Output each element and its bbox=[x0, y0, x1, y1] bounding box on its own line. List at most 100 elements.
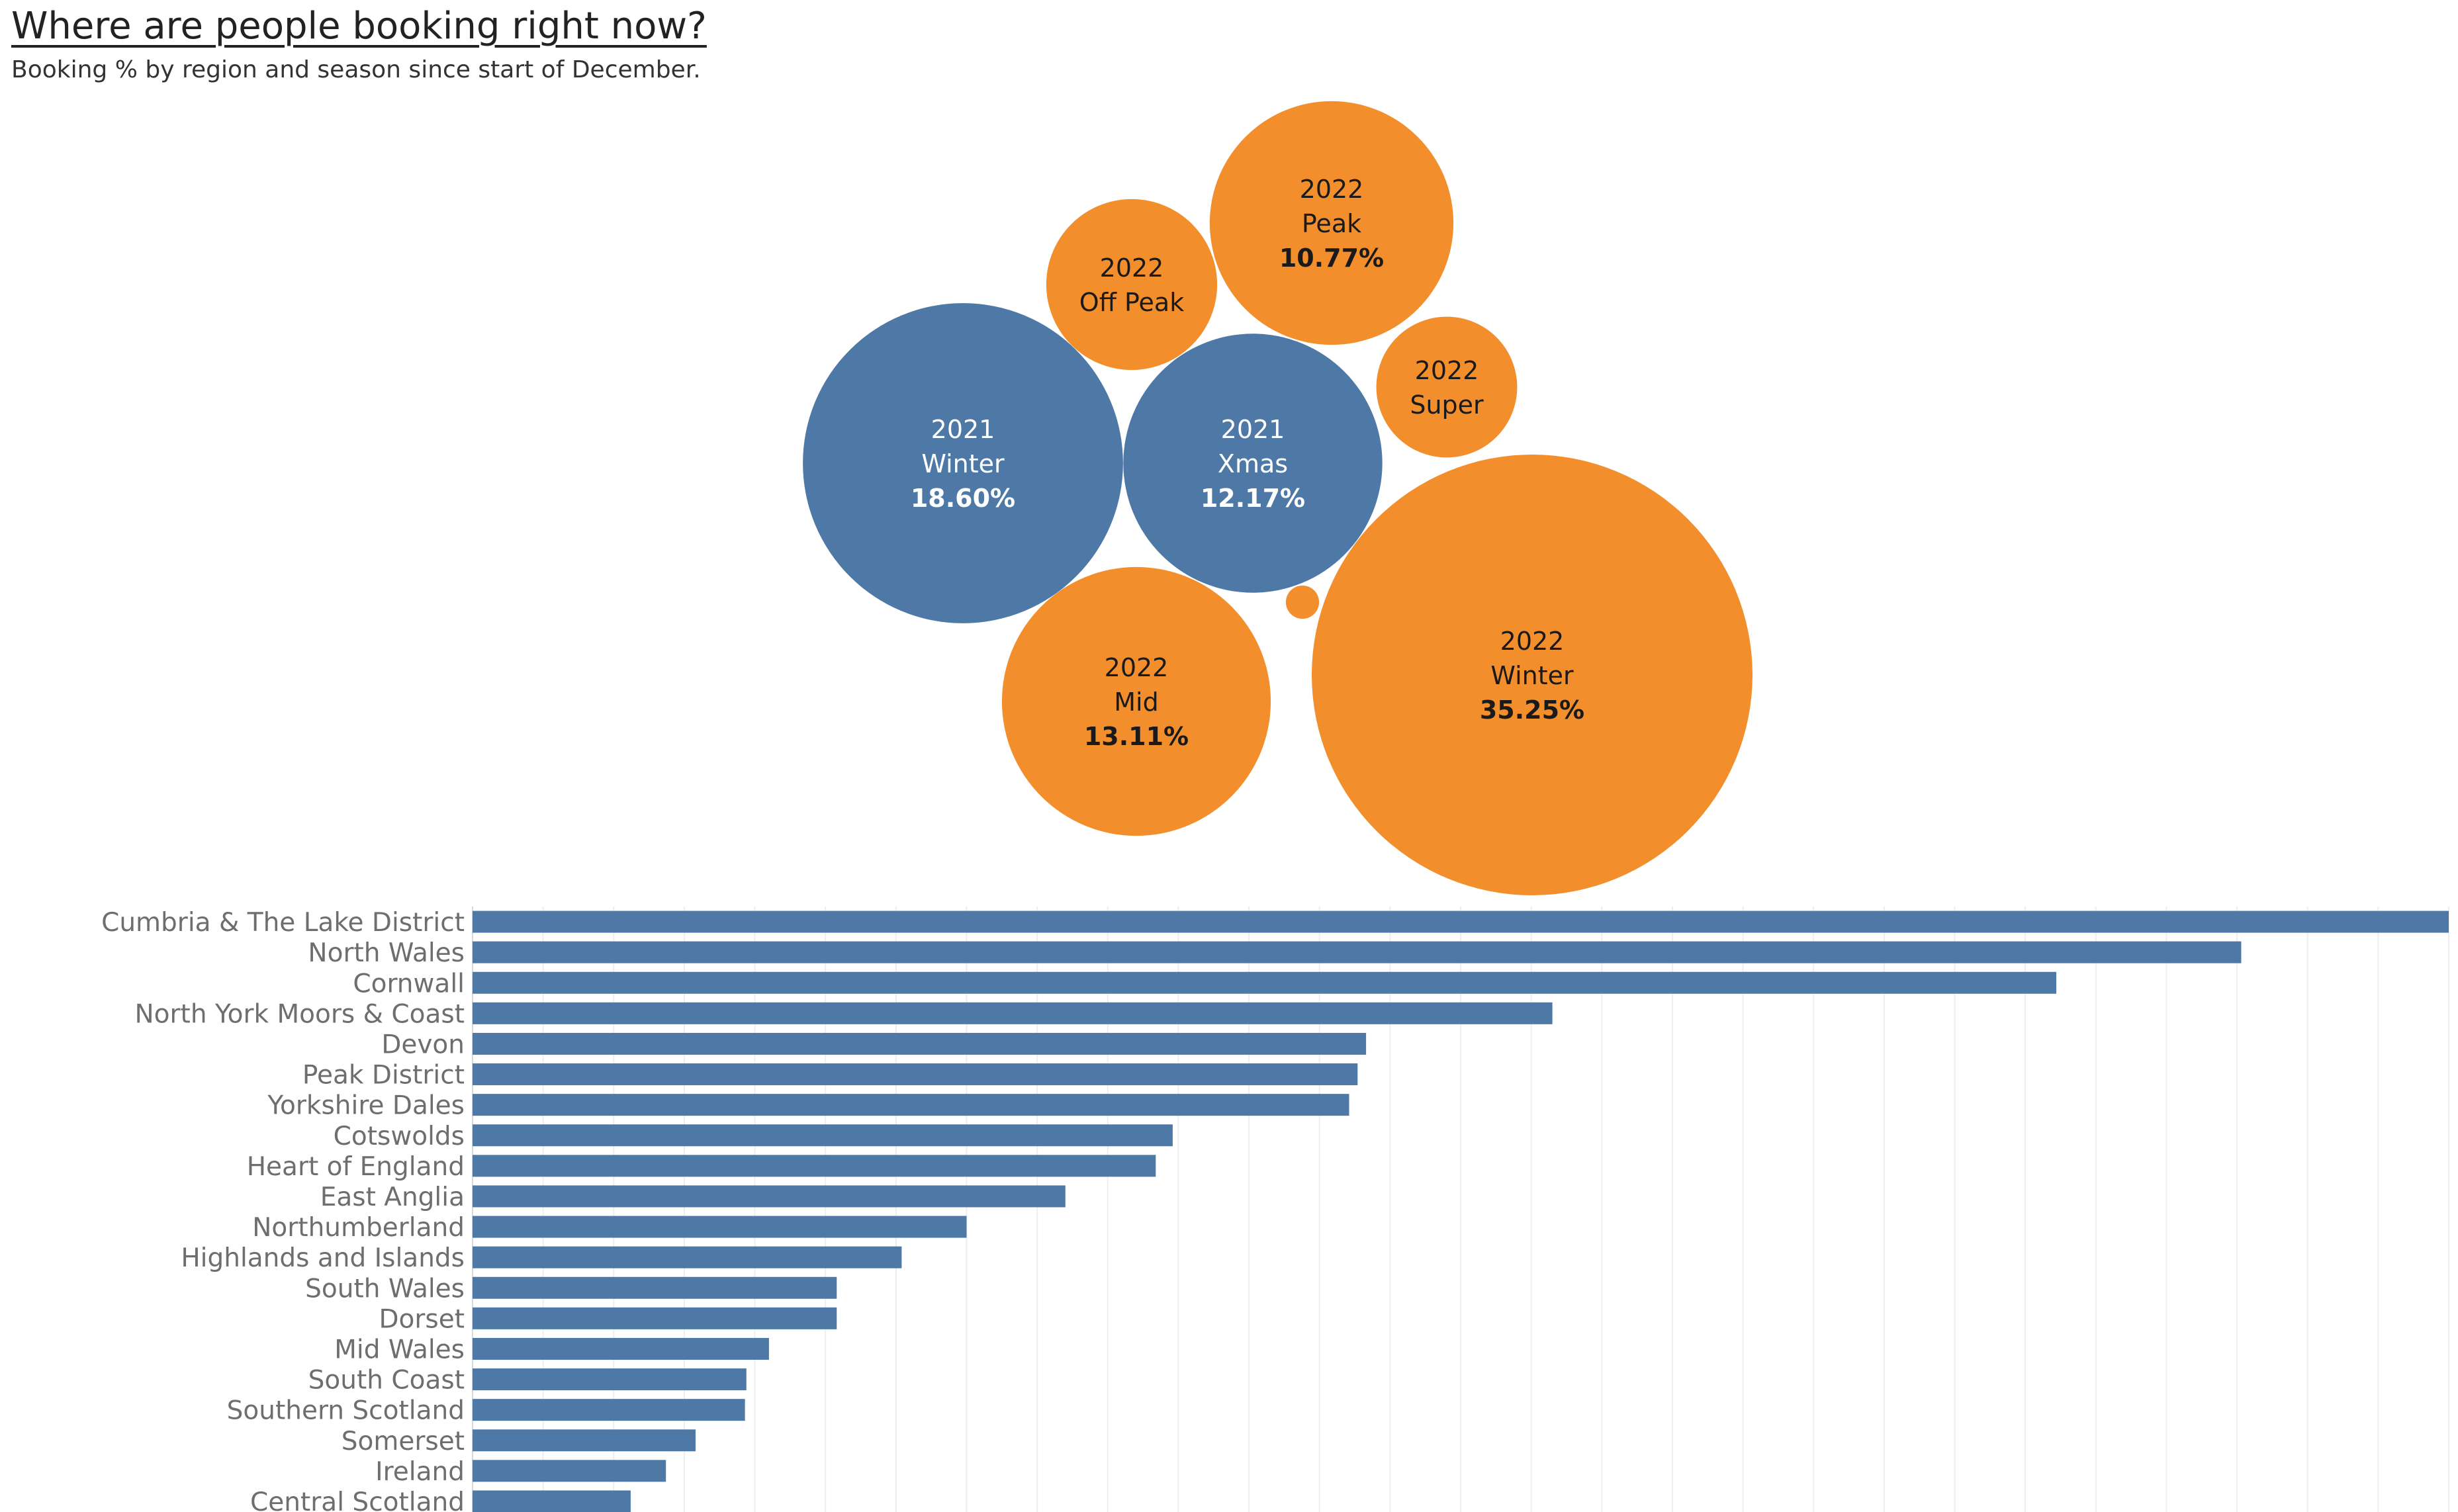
page-subtitle: Booking % by region and season since sta… bbox=[11, 56, 701, 83]
bubble-season: Mid bbox=[1114, 688, 1158, 717]
bubble-season: Xmas bbox=[1218, 449, 1288, 478]
bar-row: Heart of England bbox=[247, 1152, 1156, 1182]
bubble-year: 2022 bbox=[1100, 253, 1164, 283]
region-label: North Wales bbox=[308, 938, 465, 968]
region-bar bbox=[473, 1368, 747, 1391]
region-bar bbox=[473, 1063, 1358, 1086]
region-label: Dorset bbox=[379, 1304, 465, 1334]
bubble-season: Peak bbox=[1302, 209, 1361, 238]
bubble-circle bbox=[1312, 455, 1752, 895]
bar-row: South Coast bbox=[308, 1366, 747, 1396]
region-bar bbox=[473, 1216, 967, 1238]
bar-row: Southern Scotland bbox=[227, 1396, 745, 1426]
region-bar bbox=[473, 1307, 837, 1329]
bubble-2021-xmas: 2021 Xmas 12.17% bbox=[1123, 334, 1383, 593]
bar-row: Cotswolds bbox=[334, 1122, 1173, 1151]
bubble-circle bbox=[1376, 316, 1518, 458]
bar-row: Peak District bbox=[302, 1061, 1358, 1090]
region-label: Mid Wales bbox=[334, 1335, 465, 1364]
region-label: Peak District bbox=[302, 1061, 465, 1090]
region-bar bbox=[473, 1429, 696, 1452]
bubble-season: Winter bbox=[1490, 661, 1574, 690]
bubble-value_label: 10.77% bbox=[1279, 244, 1384, 273]
region-bar bbox=[473, 1337, 769, 1360]
bubble-2022-off-peak: 2022 Off Peak bbox=[1046, 199, 1218, 371]
bar-row: Central Scotland bbox=[250, 1488, 631, 1512]
bar-row: Yorkshire Dales bbox=[267, 1091, 1349, 1121]
region-bar bbox=[473, 1399, 745, 1421]
region-label: Heart of England bbox=[247, 1152, 465, 1182]
bubble-year: 2022 bbox=[1105, 653, 1169, 682]
bubble-year: 2021 bbox=[931, 415, 995, 444]
region-bar bbox=[473, 971, 2057, 994]
bubble-value_label: 18.60% bbox=[911, 484, 1015, 513]
bubble-x-small bbox=[1285, 585, 1320, 619]
bubble-value_label: 35.25% bbox=[1480, 695, 1584, 725]
region-label: Cotswolds bbox=[334, 1122, 465, 1151]
bubble-value_label: 13.11% bbox=[1084, 722, 1189, 751]
region-bar bbox=[473, 1032, 1367, 1055]
region-bar bbox=[473, 1185, 1066, 1208]
region-bar bbox=[473, 1276, 837, 1299]
region-bar bbox=[473, 1246, 902, 1268]
region-bar bbox=[473, 1124, 1173, 1147]
region-label: Somerset bbox=[341, 1427, 465, 1456]
bubble-season: Winter bbox=[921, 449, 1005, 478]
bubble-circle bbox=[1285, 585, 1320, 619]
bubble-year: 2021 bbox=[1221, 415, 1285, 444]
bar-row: Ireland bbox=[375, 1457, 666, 1487]
page-title: Where are people booking right now? bbox=[11, 5, 707, 48]
bubble-circle bbox=[1001, 566, 1271, 836]
bar-row: Northumberland bbox=[252, 1213, 967, 1243]
region-bar bbox=[473, 1155, 1156, 1177]
bar-row: Cumbria & The Lake District bbox=[101, 908, 2449, 938]
bar-row: Cornwall bbox=[353, 969, 2057, 999]
region-label: South Wales bbox=[305, 1274, 465, 1304]
bubble-year: 2022 bbox=[1500, 627, 1565, 656]
bar-row: North York Moors & Coast bbox=[134, 999, 1553, 1029]
bubble-circle bbox=[1046, 199, 1218, 371]
bar-row: Somerset bbox=[341, 1427, 696, 1456]
bubble-2022-peak: 2022 Peak 10.77% bbox=[1209, 101, 1454, 345]
region-label: East Anglia bbox=[320, 1182, 465, 1212]
region-label: Northumberland bbox=[252, 1213, 465, 1243]
region-label: Highlands and Islands bbox=[181, 1243, 465, 1273]
region-bar bbox=[473, 911, 2449, 933]
bubble-2021-winter: 2021 Winter 18.60% bbox=[803, 303, 1123, 623]
bubble-circle bbox=[1209, 101, 1454, 345]
region-label: Yorkshire Dales bbox=[267, 1091, 465, 1121]
bubble-value_label: 12.17% bbox=[1201, 484, 1305, 513]
region-label: Central Scotland bbox=[250, 1488, 465, 1512]
region-label: Devon bbox=[381, 1030, 465, 1059]
bar-row: East Anglia bbox=[320, 1182, 1066, 1212]
bubble-2022-winter: 2022 Winter 35.25% bbox=[1312, 455, 1752, 895]
gridlines bbox=[542, 907, 2449, 1512]
bar-row: Mid Wales bbox=[334, 1335, 769, 1364]
bubble-season: Off Peak bbox=[1079, 288, 1184, 317]
bubble-circle bbox=[1123, 334, 1383, 593]
bubble-season: Super bbox=[1410, 390, 1484, 420]
bubble-year: 2022 bbox=[1300, 175, 1364, 204]
bar-row: Devon bbox=[381, 1030, 1367, 1059]
bubble-2022-mid: 2022 Mid 13.11% bbox=[1001, 566, 1271, 836]
region-label: South Coast bbox=[308, 1366, 465, 1396]
region-label: Cumbria & The Lake District bbox=[101, 908, 465, 938]
region-label: Ireland bbox=[375, 1457, 465, 1487]
bar-row: Highlands and Islands bbox=[181, 1243, 902, 1273]
region-bar bbox=[473, 1490, 631, 1512]
bubble-2022-super: 2022 Super bbox=[1376, 316, 1518, 458]
bar-row: Dorset bbox=[379, 1304, 837, 1334]
region-bar bbox=[473, 1094, 1349, 1116]
region-label: Southern Scotland bbox=[227, 1396, 465, 1426]
region-label: Cornwall bbox=[353, 969, 465, 999]
region-bar bbox=[473, 1460, 666, 1482]
region-bar bbox=[473, 941, 2242, 963]
bubble-circle bbox=[803, 303, 1123, 623]
bubble-chart: 2022 Winter 35.25% 2021 Winter 18.60% 2022 Mid 1… bbox=[803, 101, 1752, 895]
region-label: North York Moors & Coast bbox=[134, 999, 465, 1029]
region-bar bbox=[473, 1002, 1553, 1024]
bar-row: North Wales bbox=[308, 938, 2242, 968]
bar-row: South Wales bbox=[305, 1274, 837, 1304]
bubble-year: 2022 bbox=[1415, 356, 1479, 385]
